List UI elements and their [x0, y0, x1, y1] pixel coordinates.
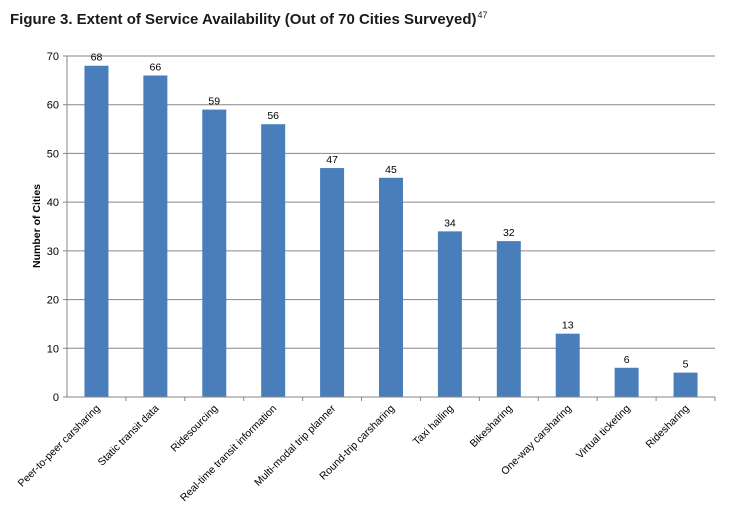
- bar: [673, 372, 698, 397]
- bar: [261, 124, 286, 397]
- data-label: 56: [267, 110, 279, 122]
- footnote-ref: 47: [477, 10, 488, 20]
- y-tick-label: 30: [47, 246, 59, 258]
- data-label: 68: [91, 52, 103, 64]
- data-label: 59: [208, 96, 220, 108]
- y-tick-label: 60: [47, 100, 59, 112]
- data-label: 34: [444, 217, 456, 229]
- data-label: 6: [624, 354, 630, 366]
- figure-title: Figure 3. Extent of Service Availability…: [10, 10, 488, 28]
- bar: [84, 65, 109, 397]
- axes: [66, 56, 716, 401]
- bar: [437, 231, 462, 397]
- data-label: 66: [150, 61, 162, 73]
- category-label: Virtual ticketing: [574, 403, 633, 462]
- data-labels: 68 66 59 56 47 45 34 32 13 6 5: [91, 52, 689, 371]
- bar: [202, 109, 227, 397]
- category-label: Ridesourcing: [169, 403, 221, 455]
- category-label: Peer-to-peer carsharing: [16, 403, 103, 490]
- category-label: Static transit data: [96, 403, 162, 469]
- category-label: Real-time transit information: [178, 403, 279, 504]
- category-label: Bikesharing: [468, 403, 515, 450]
- y-tick-label: 40: [47, 197, 59, 209]
- data-label: 32: [503, 227, 515, 239]
- y-tick-label: 0: [53, 392, 59, 404]
- data-label: 5: [683, 359, 689, 371]
- category-label: Taxi hailing: [411, 403, 456, 448]
- y-tick-label: 10: [47, 343, 59, 355]
- data-label: 13: [562, 320, 574, 332]
- figure-title-text: Figure 3. Extent of Service Availability…: [10, 11, 477, 28]
- bar: [496, 241, 521, 397]
- y-axis-label: Number of Cities: [31, 184, 43, 268]
- y-tick-label: 70: [47, 51, 59, 63]
- data-label: 45: [385, 164, 397, 176]
- y-tick-label: 20: [47, 295, 59, 307]
- bar: [555, 333, 580, 397]
- bar: [614, 367, 639, 397]
- bar: [379, 177, 403, 397]
- category-label: Ridesharing: [644, 403, 692, 451]
- bar: [320, 168, 345, 397]
- data-label: 47: [326, 154, 338, 166]
- y-tick-labels: 0 10 20 30 40 50 60 70: [47, 51, 59, 404]
- y-tick-label: 50: [47, 148, 59, 160]
- bar: [143, 75, 168, 397]
- bars: [84, 65, 698, 397]
